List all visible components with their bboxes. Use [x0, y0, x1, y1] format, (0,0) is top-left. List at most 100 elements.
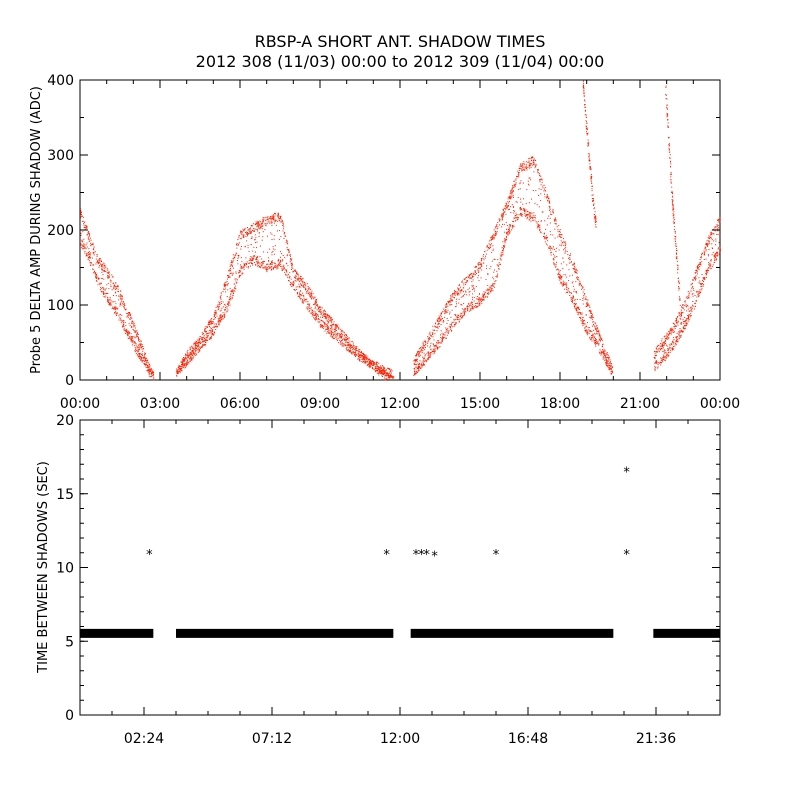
top-data-point — [449, 311, 451, 313]
top-data-point — [189, 360, 191, 362]
top-data-point — [484, 257, 486, 259]
top-data-point — [200, 346, 202, 348]
top-data-point — [305, 301, 307, 303]
top-data-point — [437, 326, 439, 328]
top-data-point — [416, 359, 418, 360]
top-data-point — [704, 252, 706, 254]
top-data-point — [179, 368, 181, 370]
top-data-point — [574, 305, 576, 307]
top-data-point — [582, 317, 584, 318]
top-data-point — [439, 346, 441, 348]
top-data-point — [552, 210, 554, 212]
top-data-point — [254, 234, 256, 236]
top-data-point — [384, 379, 386, 381]
top-data-point — [129, 336, 131, 338]
top-data-point — [83, 226, 85, 228]
top-data-point — [563, 280, 565, 282]
top-data-point — [603, 352, 605, 354]
top-data-point — [592, 334, 594, 336]
top-data-point — [205, 327, 207, 329]
top-data-point — [310, 307, 312, 309]
top-data-point — [437, 347, 439, 349]
top-data-point — [579, 317, 580, 318]
top-data-point — [288, 280, 290, 282]
top-data-point — [516, 216, 518, 218]
top-data-point — [268, 260, 270, 262]
top-data-point — [468, 277, 470, 279]
top-data-point — [93, 246, 95, 248]
top-data-point — [147, 368, 149, 370]
top-data-point — [429, 352, 431, 354]
top-data-point — [257, 222, 259, 223]
top-data-point — [282, 266, 284, 268]
top-data-point — [279, 251, 281, 253]
top-data-point — [509, 195, 510, 197]
top-data-point — [566, 287, 568, 289]
top-data-point — [486, 246, 488, 248]
top-data-point — [449, 304, 451, 306]
top-data-point — [692, 282, 693, 284]
top-data-point — [523, 163, 525, 165]
top-data-point — [241, 233, 243, 235]
top-data-point — [92, 242, 94, 244]
top-data-point — [191, 345, 193, 347]
top-data-point — [345, 334, 347, 336]
top-data-point — [378, 371, 380, 373]
top-data-point — [531, 198, 532, 200]
top-data-point — [378, 370, 380, 372]
top-data-point — [460, 317, 462, 318]
top-data-point — [477, 305, 479, 307]
top-data-point — [428, 337, 430, 338]
top-data-point — [271, 220, 273, 222]
top-data-point — [543, 236, 544, 237]
top-data-point — [121, 302, 123, 304]
top-data-point — [272, 262, 274, 263]
top-data-point — [590, 315, 592, 317]
top-data-point — [94, 273, 96, 274]
top-data-point — [220, 292, 222, 294]
top-data-point — [252, 229, 254, 231]
top-data-point — [220, 320, 222, 322]
top-data-point — [190, 358, 192, 360]
top-data-point — [92, 244, 94, 246]
top-data-point — [237, 255, 239, 256]
top-data-point — [348, 345, 350, 347]
top-data-point — [268, 263, 270, 265]
top-data-point — [334, 331, 336, 333]
top-data-point — [286, 241, 288, 243]
top-data-point — [513, 186, 515, 188]
top-data-point — [549, 206, 551, 208]
top-data-point — [137, 350, 139, 352]
top-data-point — [654, 365, 656, 367]
top-data-point — [425, 360, 427, 362]
top-data-point — [93, 247, 95, 249]
top-data-point — [239, 275, 241, 277]
top-data-point — [466, 280, 468, 282]
top-data-point — [554, 257, 556, 258]
top-data-point — [526, 167, 528, 169]
top-data-point — [591, 325, 593, 327]
top-data-point — [577, 311, 579, 313]
top-data-point — [502, 249, 504, 251]
top-data-point — [228, 303, 229, 305]
top-data-point — [587, 330, 589, 332]
top-data-point — [298, 283, 300, 285]
top-data-point — [107, 277, 109, 279]
top-data-point — [384, 372, 386, 374]
top-data-point — [135, 331, 137, 332]
top-data-point — [605, 363, 607, 365]
top-data-point — [520, 214, 522, 216]
top-data-point — [252, 259, 253, 261]
top-data-point — [554, 266, 556, 268]
top-data-point — [215, 312, 217, 314]
top-data-point — [503, 223, 505, 225]
top-data-point — [669, 345, 671, 347]
top-data-point — [258, 222, 260, 224]
top-data-point — [176, 372, 178, 374]
top-data-point — [135, 344, 137, 346]
top-data-point — [86, 255, 88, 257]
top-data-point — [213, 316, 215, 318]
top-data-point — [543, 237, 545, 239]
top-data-point — [217, 321, 219, 323]
top-data-point — [251, 259, 253, 261]
